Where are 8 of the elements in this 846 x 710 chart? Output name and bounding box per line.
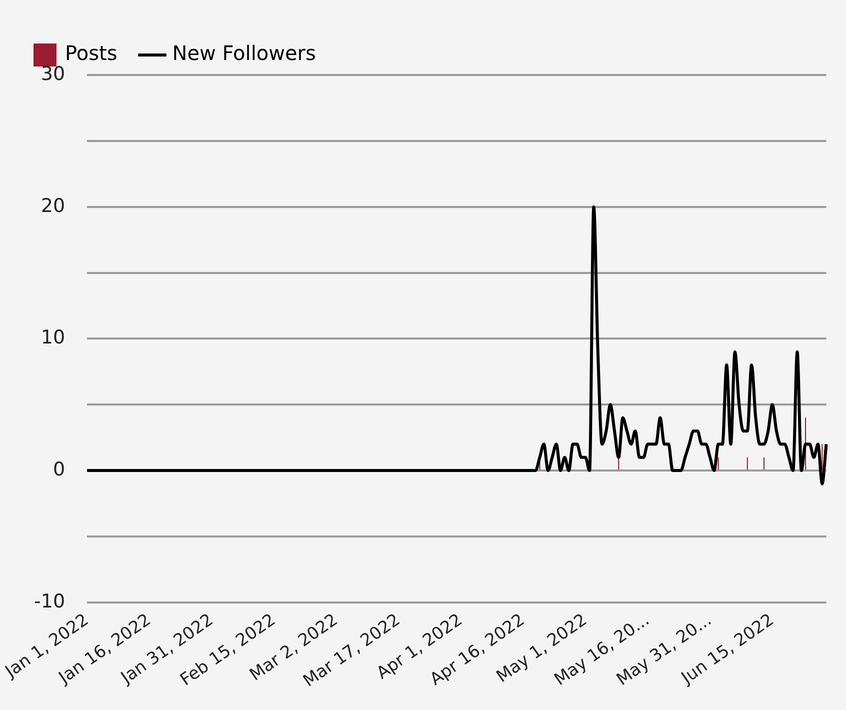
y-tick-label: 30 [40, 62, 66, 85]
y-tick-label: 10 [40, 326, 66, 349]
line-series [86, 205, 828, 486]
legend-label: New Followers [172, 41, 316, 66]
y-tick-label: 20 [40, 194, 66, 217]
y-tick-label: -10 [34, 590, 66, 612]
y-tick-label: 0 [52, 458, 66, 480]
legend-label: Posts [65, 41, 118, 66]
